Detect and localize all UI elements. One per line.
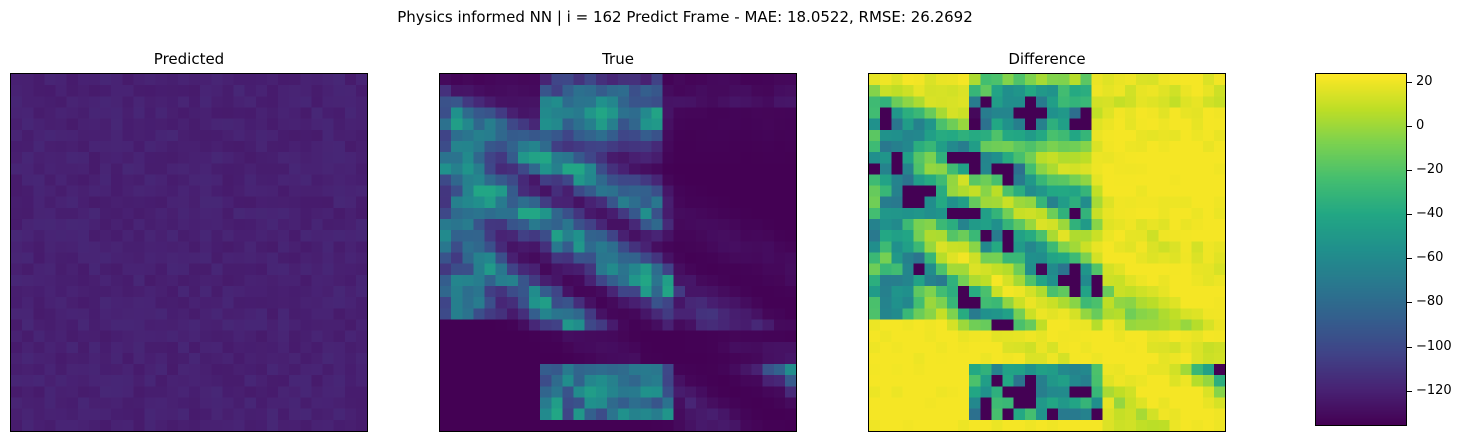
panel-title-predicted: Predicted (153, 50, 225, 68)
heatmap-true (439, 73, 797, 432)
panel-title-difference: Difference (1008, 50, 1086, 68)
colorbar-tick (1407, 391, 1412, 392)
heatmap-difference (868, 73, 1226, 432)
colorbar-tick-label: −120 (1416, 383, 1452, 398)
panel-title-true: True (602, 50, 634, 68)
colorbar-tick-label: 0 (1416, 118, 1425, 133)
colorbar-tick-label: 20 (1416, 74, 1433, 89)
colorbar-tick (1407, 258, 1412, 259)
colorbar-tick-label: −60 (1416, 250, 1444, 265)
colorbar-tick (1407, 347, 1412, 348)
heatmap-predicted (10, 73, 368, 432)
colorbar-tick-label: −80 (1416, 294, 1444, 309)
colorbar-tick-label: −100 (1416, 339, 1452, 354)
colorbar-tick (1407, 82, 1412, 83)
colorbar-tick-label: −40 (1416, 206, 1444, 221)
colorbar-tick (1407, 302, 1412, 303)
colorbar-tick-label: −20 (1416, 162, 1444, 177)
colorbar-tick (1407, 214, 1412, 215)
colorbar-tick (1407, 126, 1412, 127)
colorbar (1315, 73, 1407, 426)
figure-title: Physics informed NN | i = 162 Predict Fr… (397, 8, 973, 26)
colorbar-tick (1407, 170, 1412, 171)
